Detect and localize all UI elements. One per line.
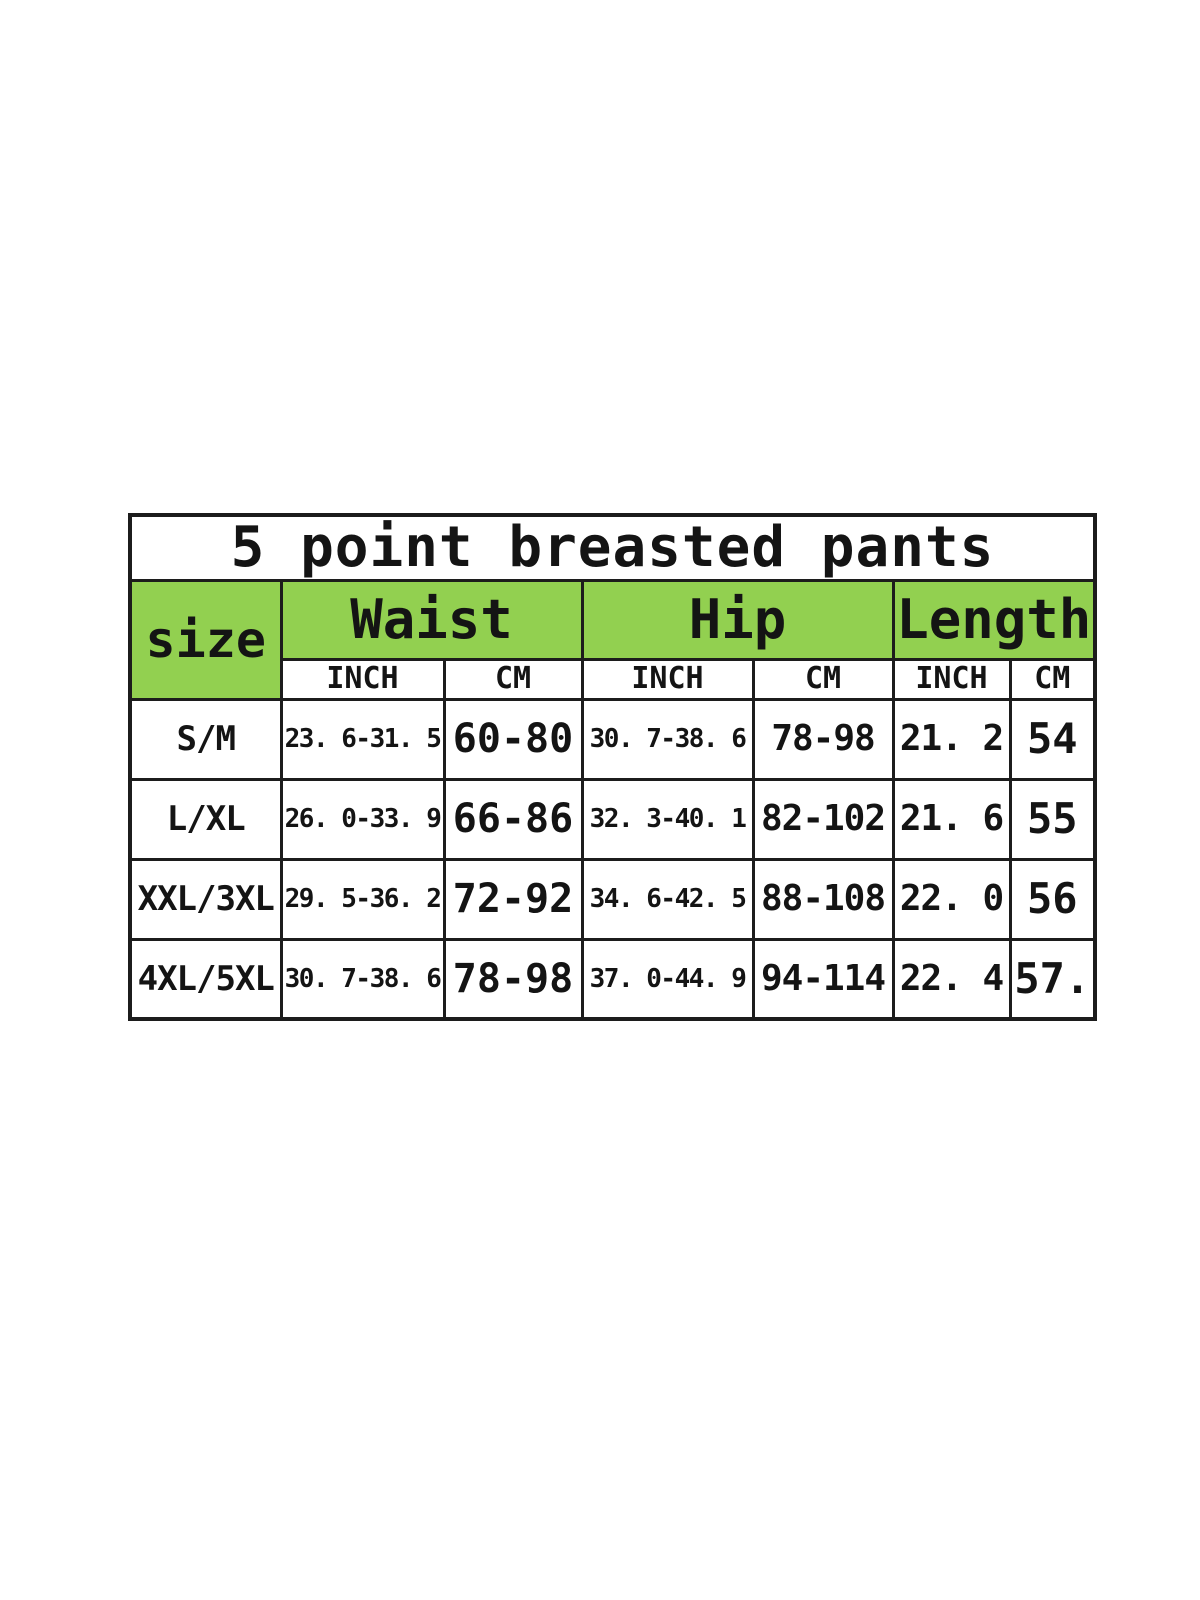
size-chart: 5 point breasted pants size Waist Hip Le… [128, 513, 1098, 1021]
waist-inch-subheader: INCH [279, 657, 446, 701]
hip-inch-subheader: INCH [580, 657, 755, 701]
row-0-length-cm-cell: 54 [1008, 697, 1097, 781]
size-row-lxl: L/XL 26. 0-33. 9 66-86 32. 3-40. 1 82-10… [128, 777, 1097, 861]
waist-header-cell: Waist [279, 578, 584, 661]
size-chart-title: 5 point breasted pants [128, 513, 1097, 582]
length-inch-subheader: INCH [891, 657, 1012, 701]
row-0-size-label: S/M [128, 697, 283, 781]
row-3-length-inch-cell: 22. 4 [891, 937, 1012, 1021]
header-row: size Waist Hip Length [128, 578, 1097, 701]
title-row: 5 point breasted pants [128, 513, 1097, 582]
row-1-waist-cm-cell: 66-86 [442, 777, 584, 861]
row-0-length-inch-cell: 21. 2 [891, 697, 1012, 781]
waist-cm-subheader: CM [442, 657, 584, 701]
row-0-waist-cm-cell: 60-80 [442, 697, 584, 781]
row-3-length-cm-cell: 57. [1008, 937, 1097, 1021]
row-3-waist-inch-cell: 30. 7-38. 6 [279, 937, 446, 1021]
row-2-length-cm-cell: 56 [1008, 857, 1097, 941]
row-1-hip-inch-cell: 32. 3-40. 1 [580, 777, 755, 861]
length-header-cell: Length [891, 578, 1097, 661]
row-1-length-inch-cell: 21. 6 [891, 777, 1012, 861]
size-header-cell: size [128, 578, 283, 701]
length-cm-subheader: CM [1008, 657, 1097, 701]
size-chart-table: 5 point breasted pants size Waist Hip Le… [128, 513, 1098, 1021]
row-0-hip-cm-cell: 78-98 [751, 697, 895, 781]
row-0-waist-inch-cell: 23. 6-31. 5 [279, 697, 446, 781]
row-1-length-cm-cell: 55 [1008, 777, 1097, 861]
row-1-hip-cm-cell: 82-102 [751, 777, 895, 861]
size-row-xxl3xl: XXL/3XL 29. 5-36. 2 72-92 34. 6-42. 5 88… [128, 857, 1097, 941]
row-2-hip-inch-cell: 34. 6-42. 5 [580, 857, 755, 941]
row-3-hip-inch-cell: 37. 0-44. 9 [580, 937, 755, 1021]
row-2-hip-cm-cell: 88-108 [751, 857, 895, 941]
row-2-length-inch-cell: 22. 0 [891, 857, 1012, 941]
row-3-size-label: 4XL/5XL [128, 937, 283, 1021]
subheader-row: INCH CM INCH CM INCH CM [130, 657, 1097, 701]
row-2-size-label: XXL/3XL [128, 857, 283, 941]
row-2-waist-cm-cell: 72-92 [442, 857, 584, 941]
size-row-sm: S/M 23. 6-31. 5 60-80 30. 7-38. 6 78-98 … [128, 697, 1097, 781]
row-1-size-label: L/XL [128, 777, 283, 861]
row-2-waist-inch-cell: 29. 5-36. 2 [279, 857, 446, 941]
hip-header-cell: Hip [580, 578, 895, 661]
hip-cm-subheader: CM [751, 657, 895, 701]
row-3-waist-cm-cell: 78-98 [442, 937, 584, 1021]
row-3-hip-cm-cell: 94-114 [751, 937, 895, 1021]
size-row-4xl5xl: 4XL/5XL 30. 7-38. 6 78-98 37. 0-44. 9 94… [128, 937, 1097, 1021]
row-1-waist-inch-cell: 26. 0-33. 9 [279, 777, 446, 861]
row-0-hip-inch-cell: 30. 7-38. 6 [580, 697, 755, 781]
